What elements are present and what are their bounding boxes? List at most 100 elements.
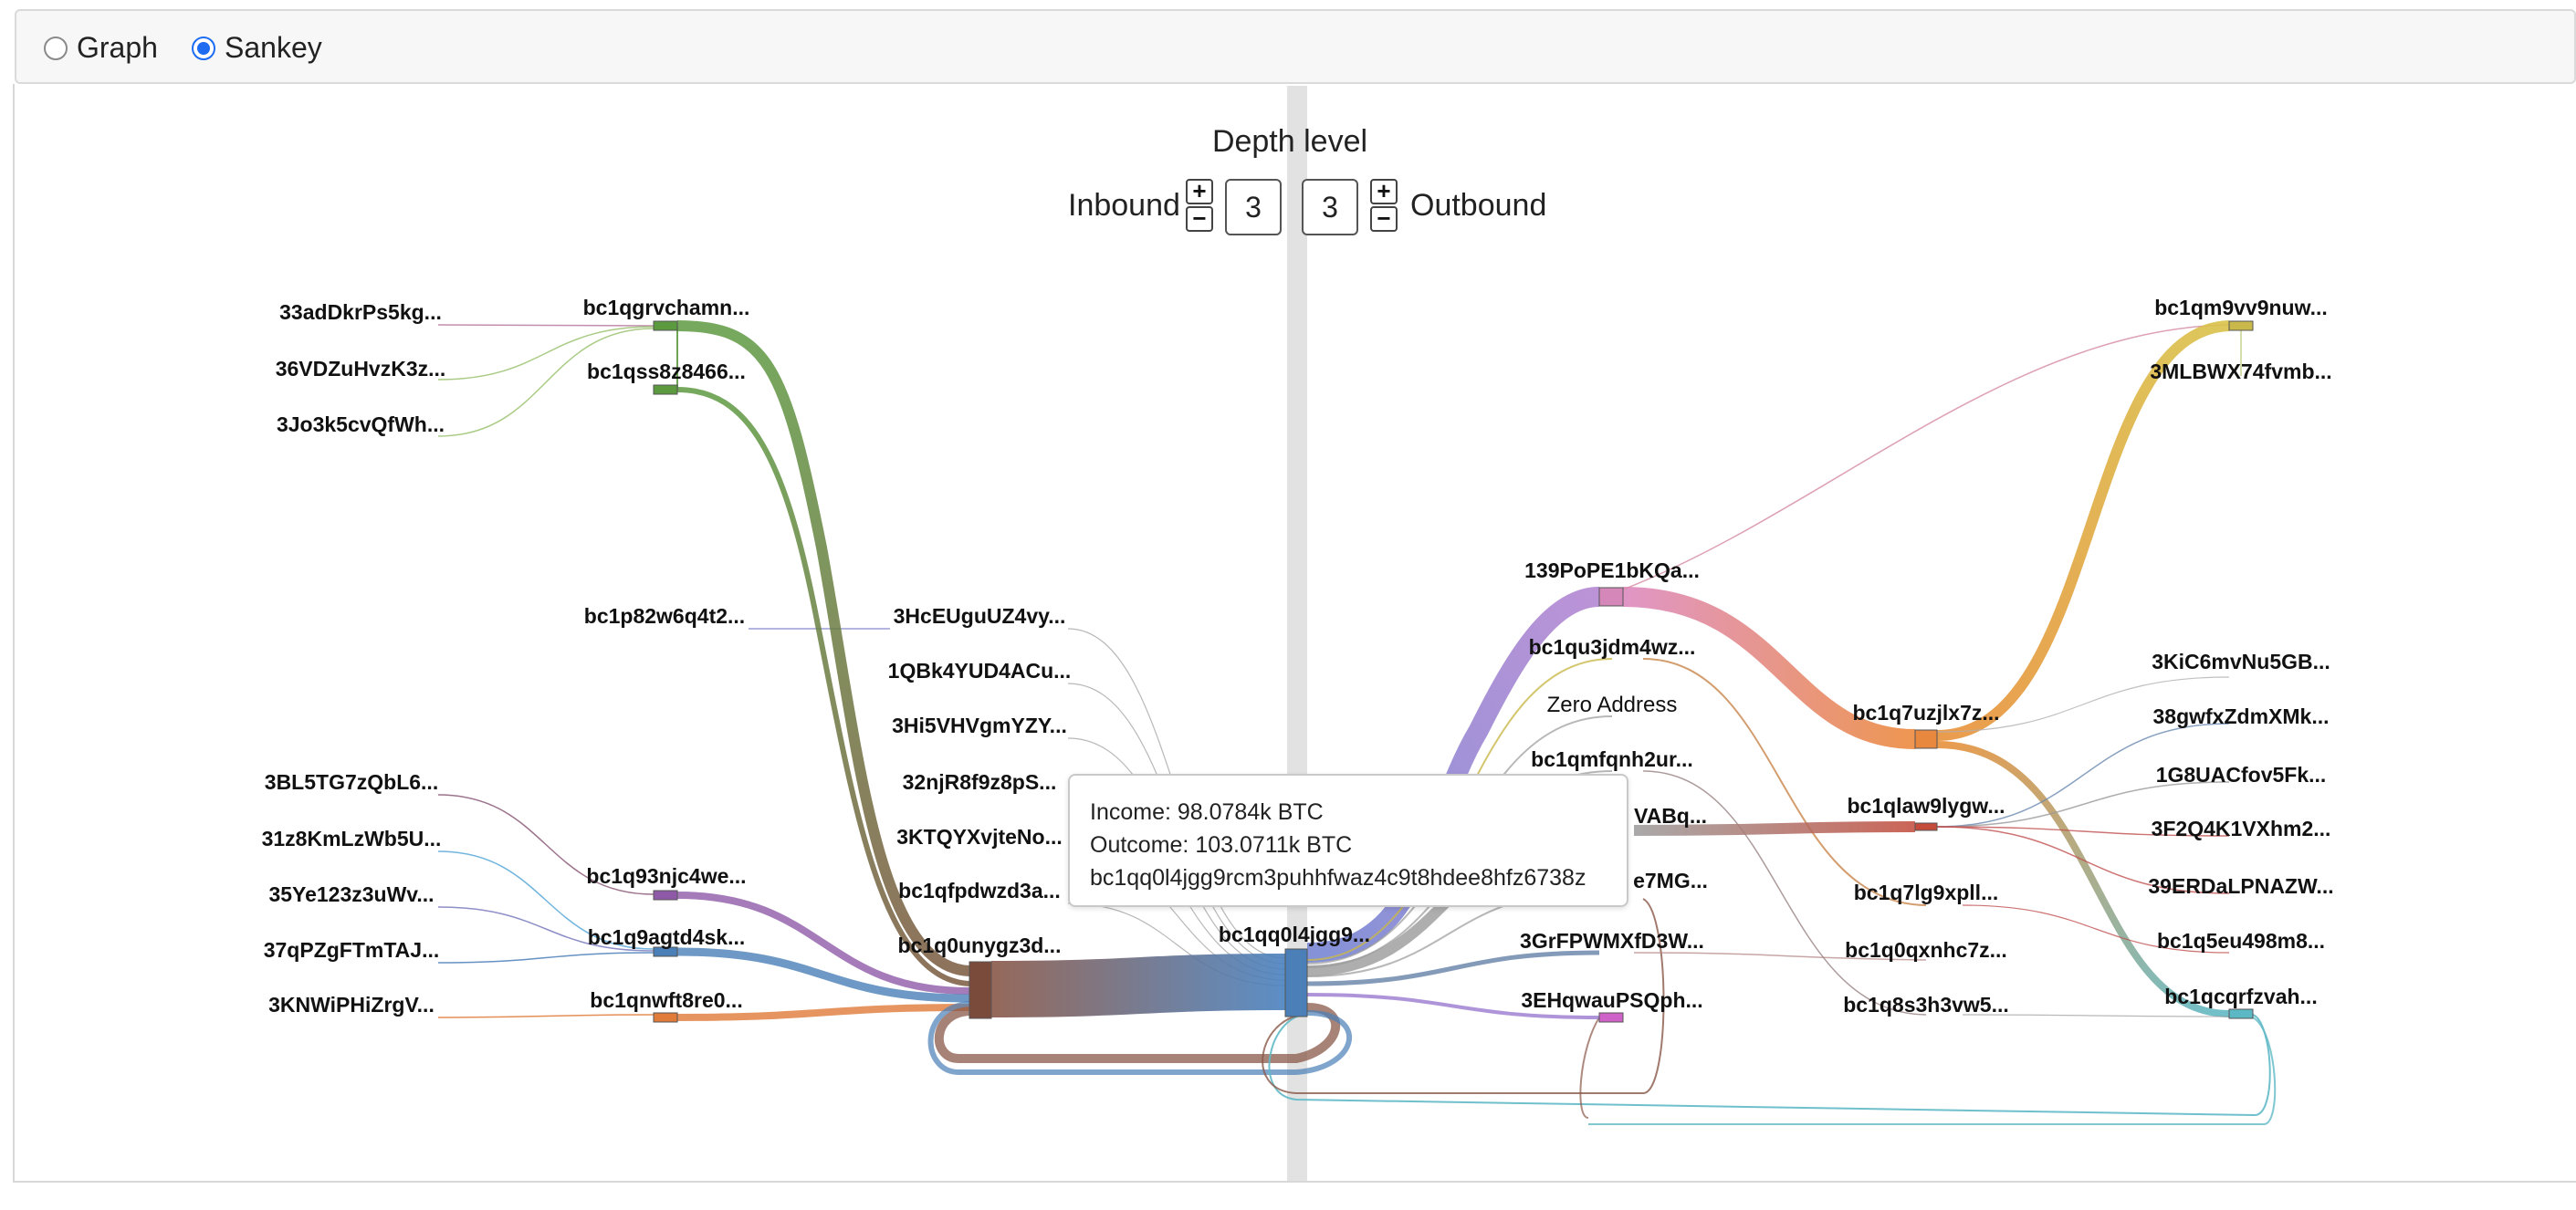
node-n36[interactable]	[2228, 320, 2254, 331]
node-label-n4[interactable]: bc1qgrvchamn...	[583, 296, 750, 319]
node-label-n10[interactable]: 37qPZgFTmTAJ...	[264, 938, 440, 962]
node-label-n15[interactable]: 3HcEUguUZ4vy...	[894, 604, 1066, 628]
node-n5[interactable]	[653, 384, 678, 395]
node-label-n40[interactable]: 1G8UACfov5Fk...	[2156, 763, 2327, 787]
node-n31[interactable]	[1914, 729, 1938, 749]
node-label-n25[interactable]: Zero Address	[1547, 693, 1678, 717]
graph-option[interactable]: Graph	[44, 31, 158, 65]
link-n12-n21[interactable]	[676, 892, 970, 995]
link-in-1[interactable]	[437, 326, 654, 381]
outbound-plus-button[interactable]: +	[1370, 179, 1398, 204]
node-label-n26[interactable]: bc1qmfqnh2ur...	[1531, 747, 1693, 771]
node-label-n23[interactable]: 139PoPE1bKQa...	[1524, 558, 1700, 582]
link-in-4[interactable]	[437, 850, 654, 950]
node-label-n22[interactable]: bc1qq0l4jgg9...	[1219, 923, 1370, 946]
link-n32-0[interactable]	[1936, 723, 2230, 828]
node-label-n6[interactable]: bc1p82w6q4t2...	[584, 604, 745, 628]
link-loop-6[interactable]	[1588, 1017, 2277, 1125]
link-n35-n44[interactable]	[1962, 1014, 2230, 1017]
inbound-plus-button[interactable]: +	[1186, 179, 1213, 204]
node-label-n29[interactable]: 3GrFPWMXfD3W...	[1520, 929, 1704, 953]
graph-radio-label[interactable]: Graph	[77, 31, 158, 64]
link-n31-n44[interactable]	[1936, 741, 2230, 1017]
node-label-n37[interactable]: 3MLBWX74fvmb...	[2150, 360, 2331, 383]
link-n22-n23[interactable]	[1306, 587, 1600, 963]
node-label-n35[interactable]: bc1q8s3h3vw5...	[1843, 993, 2009, 1017]
link-n31-n36[interactable]	[1936, 320, 2230, 741]
link-in-3[interactable]	[437, 794, 654, 895]
node-n14[interactable]	[653, 1012, 678, 1023]
link-n22-n29[interactable]	[1306, 950, 1600, 986]
node-label-n21[interactable]: bc1q0unygz3d...	[898, 934, 1062, 957]
link-n32-1[interactable]	[1936, 781, 2230, 828]
node-n12[interactable]	[653, 890, 678, 901]
node-label-n19[interactable]: 3KTQYXvjteNo...	[896, 825, 1062, 849]
link-n4-n21[interactable]	[676, 320, 970, 976]
node-label-n24[interactable]: bc1qu3jdm4wz...	[1529, 635, 1696, 659]
node-n22[interactable]	[1284, 948, 1308, 1017]
link-n5-n21[interactable]	[676, 387, 970, 986]
node-label-n16[interactable]: 1QBk4YUD4ACu...	[888, 659, 1072, 683]
link-in-0[interactable]	[437, 324, 654, 327]
node-label-n33[interactable]: bc1q7lg9xpll...	[1854, 881, 1999, 904]
node-label-n7[interactable]: 3BL5TG7zQbL6...	[265, 770, 438, 794]
node-label-n8[interactable]: 31z8KmLzWb5U...	[262, 827, 442, 850]
node-label-n28[interactable]: e7MG...	[1633, 869, 1708, 892]
node-label-n1[interactable]: 33adDkrPs5kg...	[279, 300, 442, 324]
node-label-n9[interactable]: 35Ye123z3uWv...	[268, 882, 434, 906]
link-loop-2[interactable]	[927, 1001, 1353, 1075]
node-label-n20[interactable]: bc1qfpdwzd3a...	[898, 879, 1061, 902]
node-n23[interactable]	[1598, 587, 1624, 607]
node-label-n42[interactable]: 39ERDaLPNAZW...	[2148, 874, 2333, 898]
outbound-depth-input[interactable]: 3	[1302, 179, 1358, 235]
node-label-n2[interactable]: 36VDZuHvzK3z...	[276, 357, 446, 381]
node-label-n43[interactable]: bc1q5eu498m8...	[2157, 929, 2325, 953]
node-label-n32[interactable]: bc1qlaw9lygw...	[1848, 794, 2005, 818]
link-n33-n43[interactable]	[1962, 904, 2230, 954]
node-n44[interactable]	[2228, 1008, 2254, 1019]
node-label-n5[interactable]: bc1qss8z8466...	[587, 360, 746, 383]
node-label-n39[interactable]: 38gwfxZdmXMk...	[2153, 704, 2330, 728]
link-loop-3[interactable]	[1268, 1014, 2271, 1117]
link-n32-3[interactable]	[1936, 826, 2230, 894]
link-loop-4[interactable]	[1262, 898, 1665, 1094]
inbound-minus-button[interactable]: −	[1186, 206, 1213, 232]
node-label-n18[interactable]: 32njR8f9z8pS...	[903, 770, 1057, 794]
node-n13[interactable]	[653, 946, 678, 957]
node-label-n38[interactable]: 3KiC6mvNu5GB...	[2152, 650, 2330, 673]
outbound-minus-button[interactable]: −	[1370, 206, 1398, 232]
sankey-radio[interactable]	[192, 36, 215, 60]
link-loop-5[interactable]	[1579, 1017, 1600, 1119]
link-n24-n33[interactable]	[1642, 658, 1927, 906]
inbound-depth-input[interactable]: 3	[1225, 179, 1282, 235]
node-n21[interactable]	[969, 961, 992, 1019]
link-in-5[interactable]	[437, 906, 654, 952]
node-label-n11[interactable]: 3KNWiPHiZrgV...	[268, 993, 435, 1017]
node-n30[interactable]	[1598, 1012, 1624, 1023]
node-label-n31[interactable]: bc1q7uzjlx7z...	[1852, 701, 1999, 725]
link-n22-n30[interactable]	[1306, 993, 1600, 1019]
node-label-n36[interactable]: bc1qm9vv9nuw...	[2154, 296, 2328, 319]
link-in-2[interactable]	[437, 328, 654, 437]
node-label-n3[interactable]: 3Jo3k5cvQfWh...	[277, 412, 445, 436]
link-n29-n34[interactable]	[1633, 952, 1927, 961]
link-n14-n21[interactable]	[676, 1004, 970, 1021]
link-in-7[interactable]	[437, 1014, 654, 1018]
node-label-n30[interactable]: 3EHqwauPSQph...	[1521, 988, 1702, 1012]
link-n31-n38[interactable]	[1936, 676, 2230, 733]
link-n27-n32[interactable]	[1633, 821, 1916, 836]
node-label-n13[interactable]: bc1q9agtd4sk...	[588, 925, 746, 949]
link-n23-n31[interactable]	[1622, 587, 1916, 749]
link-n23-n36[interactable]	[1622, 324, 2230, 590]
sankey-radio-label[interactable]: Sankey	[225, 31, 322, 64]
node-label-n14[interactable]: bc1qnwft8re0...	[590, 988, 742, 1012]
node-label-n41[interactable]: 3F2Q4K1VXhm2...	[2152, 817, 2331, 840]
node-label-n27[interactable]: VABq...	[1634, 804, 1707, 828]
node-label-n17[interactable]: 3Hi5VHVgmYZY...	[892, 714, 1067, 737]
link-n26-n35[interactable]	[1642, 770, 1927, 1016]
node-label-n12[interactable]: bc1q93njc4we...	[586, 864, 746, 888]
graph-radio[interactable]	[44, 36, 68, 60]
node-n4[interactable]	[653, 320, 678, 331]
link-in-6[interactable]	[437, 952, 654, 964]
link-n21-n22[interactable]	[990, 954, 1286, 1017]
